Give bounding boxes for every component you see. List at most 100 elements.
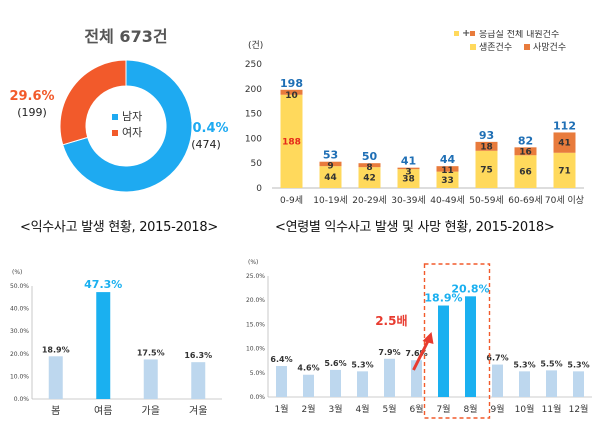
slice-count-label-1: (199) — [17, 106, 47, 119]
y-tick-label-4: 40.0% — [10, 306, 29, 313]
bar-survived-5 — [475, 150, 498, 188]
y-tick-label-3: 150 — [245, 110, 262, 120]
bar-4 — [384, 358, 395, 397]
legend-swatch-0 — [112, 114, 118, 120]
month-bar-panel: (%) 0.0% 5.0% 10.0% 15.0% 20.0% 25.0% 6.4% 1월 4.6… — [240, 252, 598, 430]
bar-2 — [143, 359, 158, 399]
bar-survived-2 — [358, 167, 381, 188]
value-label-10: 5.5% — [540, 359, 562, 368]
bar-survived-4 — [436, 171, 459, 188]
survived-label-7: 71 — [558, 166, 571, 176]
bar-9 — [519, 371, 530, 397]
death-label-4: 11 — [441, 166, 454, 176]
y-tick-label-0: 0.0% — [250, 394, 266, 401]
x-tick-label-6: 60-69세 — [508, 195, 542, 206]
y-axis-unit-label: (건) — [248, 40, 263, 51]
value-label-2: 5.6% — [324, 359, 346, 368]
x-tick-label-5: 6월 — [409, 403, 423, 415]
bar-survived-6 — [514, 155, 537, 188]
season-bar-chart: (%) 0.0% 10.0% 20.0% 30.0% 40.0% 50.0% 18.9% 봄 47… — [10, 269, 222, 417]
death-label-3: 3 — [405, 168, 411, 178]
value-label-4: 7.9% — [378, 348, 400, 357]
total-label-0: 198 — [280, 77, 303, 90]
total-label-2: 50 — [362, 150, 378, 163]
bar-death-0 — [280, 89, 303, 95]
y-tick-label-2: 10.0% — [246, 346, 265, 353]
bar-death-5 — [475, 141, 498, 151]
age-bar-panel: (건) 0 50 100 150 200 250 188 10 198 0-9세 44 9 53 10-19… — [232, 28, 600, 220]
bar-0 — [276, 366, 287, 397]
bar-survived-0 — [280, 94, 303, 188]
value-label-5: 7.6% — [405, 349, 427, 358]
death-label-6: 16 — [519, 147, 532, 157]
x-tick-label-8: 9월 — [490, 403, 504, 415]
legend-swatch-1 — [112, 130, 118, 136]
x-tick-label-7: 8월 — [463, 403, 477, 415]
y-tick-label-2: 100 — [245, 134, 262, 144]
death-label-2: 8 — [366, 163, 372, 173]
y-tick-label-5: 25.0% — [246, 273, 265, 280]
x-tick-label-1: 10-19세 — [313, 195, 347, 206]
value-label-3: 5.3% — [351, 360, 373, 369]
legend-survived-swatch — [470, 44, 476, 50]
age-stacked-bar-chart: (건)050100150200250188101980-9세4495310-19… — [245, 28, 584, 206]
value-label-1: 47.3% — [84, 278, 122, 291]
y-tick-label-5: 250 — [245, 60, 262, 70]
donut-slice-1 — [59, 59, 127, 146]
x-tick-label-5: 50-59세 — [469, 195, 503, 206]
x-tick-label-2: 3월 — [328, 403, 342, 415]
legend-label-0: 남자 — [122, 110, 142, 123]
total-label-1: 53 — [323, 149, 338, 162]
x-tick-label-1: 여름 — [94, 405, 112, 417]
season-bar-panel: (%) 0.0% 10.0% 20.0% 30.0% 40.0% 50.0% 18.9% 봄 47… — [0, 262, 232, 430]
x-tick-label-11: 12월 — [569, 403, 589, 415]
survived-label-0: 188 — [282, 137, 301, 147]
value-label-7: 20.8% — [451, 282, 489, 295]
death-label-1: 9 — [327, 162, 333, 172]
survived-label-5: 75 — [480, 165, 493, 175]
annotation-arrow — [412, 337, 431, 371]
bar-10 — [546, 370, 557, 397]
value-label-6: 18.9% — [424, 292, 462, 305]
x-tick-label-10: 11월 — [542, 403, 562, 415]
slice-count-label-0: (474) — [191, 138, 221, 151]
death-label-7: 41 — [558, 139, 571, 149]
bar-8 — [492, 364, 503, 397]
gender-chart-caption: <익수사고 발생 현황, 2015-2018> — [20, 220, 218, 235]
bar-3 — [191, 362, 206, 399]
bar-3 — [357, 371, 368, 397]
value-label-1: 4.6% — [297, 364, 319, 373]
y-tick-label-0: 0.0% — [14, 396, 30, 403]
survived-label-2: 42 — [363, 174, 376, 184]
bar-death-1 — [319, 161, 342, 167]
death-label-5: 18 — [480, 142, 493, 152]
donut-slice-0 — [62, 59, 193, 193]
x-tick-label-3: 4월 — [355, 403, 369, 415]
legend-total-swatch-death — [470, 31, 475, 36]
legend-total-label: 응급실 전체 내원건수 — [479, 30, 559, 40]
y-tick-label-5: 50.0% — [10, 283, 29, 290]
total-label-4: 44 — [440, 153, 456, 166]
value-label-2: 17.5% — [137, 348, 165, 357]
total-label-3: 41 — [401, 155, 416, 168]
bar-5 — [411, 360, 422, 397]
x-tick-label-6: 7월 — [436, 403, 450, 415]
y-tick-label-4: 20.0% — [246, 297, 265, 304]
bar-2 — [330, 369, 341, 397]
annotation-label: 2.5배 — [375, 313, 407, 328]
y-tick-label-0: 0 — [256, 184, 262, 194]
x-tick-label-4: 40-49세 — [430, 195, 464, 206]
survived-label-6: 66 — [519, 168, 532, 178]
bar-survived-3 — [397, 169, 420, 188]
gender-donut-panel: 전체 673건 남자 여자 70.4% (474) 29.6% (199) — [0, 0, 250, 215]
y-tick-label-3: 30.0% — [10, 328, 29, 335]
y-tick-label-1: 10.0% — [10, 373, 29, 380]
legend-death-swatch — [524, 44, 530, 50]
total-label-7: 112 — [553, 119, 576, 132]
survived-label-3: 38 — [402, 175, 415, 185]
value-label-3: 16.3% — [184, 351, 212, 360]
legend-label-1: 여자 — [122, 126, 142, 139]
legend-death-label: 사망건수 — [533, 42, 566, 53]
value-label-11: 5.3% — [567, 360, 589, 369]
x-tick-label-3: 30-39세 — [391, 195, 425, 206]
